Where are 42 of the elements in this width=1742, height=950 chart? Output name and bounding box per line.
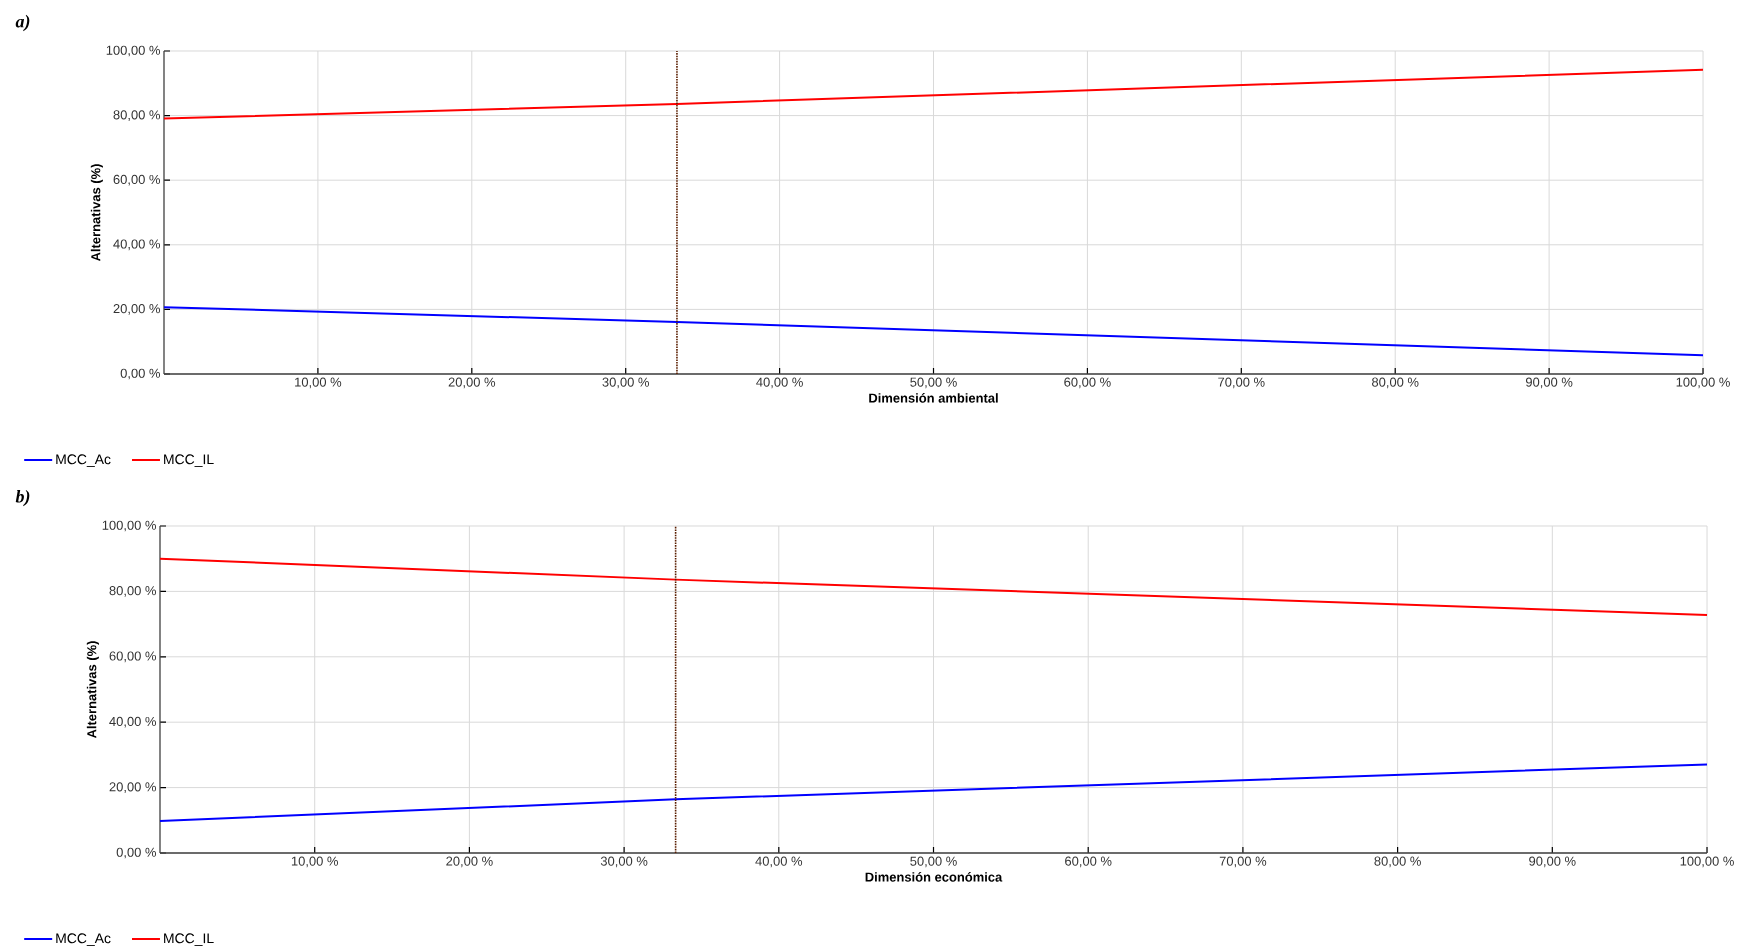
x-tick-label: 20,00 % [448,377,496,389]
x-tick-label: 10,00 % [291,856,338,868]
y-tick-label: 20,00 % [109,782,157,793]
y-tick-label: 20,00 % [113,304,161,315]
legend-label: MCC_IL [164,454,214,467]
legend-label: MCC_Ac [56,933,111,946]
x-axis-title: Dimensión ambiental [869,393,998,403]
x-tick-label: 20,00 % [446,856,493,868]
y-tick-label: 60,00 % [109,651,157,663]
x-tick-label: 80,00 % [1372,377,1419,389]
y-axis-title: Alternativas (%) [90,164,103,262]
x-tick-label: 10,00 % [295,377,342,389]
x-tick-label: 70,00 % [1218,377,1265,389]
x-tick-label: 90,00 % [1529,856,1576,868]
x-tick-label: 40,00 % [755,856,803,868]
y-tick-label: 40,00 % [109,716,157,728]
x-tick-label: 60,00 % [1064,377,1111,389]
x-tick-label: 40,00 % [756,377,803,389]
x-tick-label: 90,00 % [1525,377,1573,389]
x-tick-label: 60,00 % [1065,856,1112,868]
x-tick-label: 50,00 % [910,377,957,389]
y-tick-label: 100,00 % [102,520,157,532]
y-tick-label: 0,00 % [116,847,157,859]
chart-title: a) [15,14,30,32]
x-tick-label: 30,00 % [600,856,648,868]
x-tick-label: 50,00 % [910,856,957,868]
y-tick-label: 0,00 % [120,368,161,380]
y-tick-label: 80,00 % [109,586,157,597]
x-tick-label: 80,00 % [1374,856,1421,868]
chart-title: b) [15,489,30,507]
x-tick-label: 30,00 % [602,377,649,389]
y-tick-label: 60,00 % [113,174,161,186]
x-tick-label: 100,00 % [1676,377,1730,389]
y-tick-label: 100,00 % [106,45,161,57]
x-axis-title: Dimensión económica [865,872,1003,882]
legend-label: MCC_IL [164,933,214,946]
y-tick-label: 40,00 % [113,239,161,251]
y-axis-title: Alternativas (%) [86,641,99,739]
legend-label: MCC_Ac [56,454,111,467]
x-tick-label: 100,00 % [1680,856,1734,868]
x-tick-label: 70,00 % [1219,856,1267,868]
y-tick-label: 80,00 % [113,110,161,121]
